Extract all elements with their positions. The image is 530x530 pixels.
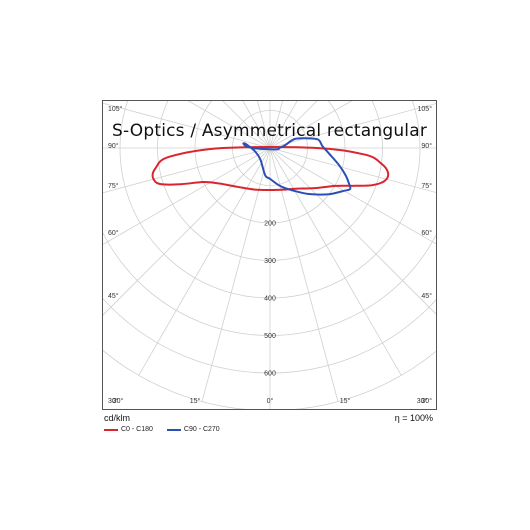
series-line-c0-c180: [151, 146, 390, 192]
radial-tick-label: 400: [264, 296, 276, 303]
grid-spoke: [222, 101, 271, 149]
angle-label-right: 105°: [418, 105, 433, 113]
angle-label-bottom: 30°: [113, 397, 124, 405]
legend-swatch-c90: [166, 428, 181, 431]
polar-diagram: 200 300 400 500 600 105° 90° 75° 60° 45° 30° 105° 90…: [103, 101, 436, 409]
angle-label-right: 45°: [421, 292, 432, 300]
efficiency-label: η = 100%: [394, 413, 433, 423]
angle-label-left: 75°: [108, 182, 119, 190]
angle-label-bottom: 15°: [340, 397, 351, 405]
angle-label-left: 90°: [108, 142, 119, 150]
grid-spoke: [269, 147, 436, 193]
grid-spoke: [187, 101, 271, 149]
legend: C0 - C180 C90 - C270: [104, 426, 234, 433]
legend-label-c0: C0 - C180: [121, 426, 153, 433]
radial-tick-label: 500: [264, 333, 276, 340]
grid-spoke: [269, 101, 318, 149]
grid-spoke: [269, 101, 298, 149]
angle-label-right: 30°: [421, 397, 432, 405]
angle-label-left: 60°: [108, 229, 119, 237]
angle-label-left: 45°: [108, 292, 119, 300]
radial-tick-label: 600: [264, 371, 276, 378]
grid-spoke: [242, 101, 271, 149]
angle-label-left: 30°: [108, 397, 119, 405]
legend-item-c0: C0 - C180: [104, 426, 153, 433]
grid-spoke: [269, 101, 353, 149]
angle-label-left: 105°: [108, 105, 123, 113]
angle-label-bottom: 0°: [267, 397, 274, 405]
grid-spoke: [269, 147, 436, 245]
grid-spoke: [103, 147, 271, 316]
angle-label-bottom: 30°: [417, 397, 428, 405]
grid-spoke: [138, 147, 271, 376]
angle-label-right: 75°: [421, 182, 432, 190]
legend-label-c90: C90 - C270: [183, 426, 220, 433]
grid-spoke: [269, 147, 436, 315]
legend-swatch-c0: [104, 428, 118, 431]
grid-spoke: [256, 101, 271, 149]
angle-label-bottom: 15°: [190, 397, 201, 405]
grid-spoke: [269, 147, 402, 376]
polar-chart-frame: 200 300 400 500 600 105° 90° 75° 60° 45° 30° 105° 90…: [102, 100, 437, 410]
series-line-c90-c270: [242, 137, 352, 196]
radial-tick-label: 300: [264, 258, 276, 265]
radial-tick-label: 200: [264, 221, 276, 228]
grid-spoke: [103, 147, 271, 245]
legend-item-c90: C90 - C270: [166, 426, 220, 433]
grid-spoke: [103, 102, 271, 149]
angle-label-right: 60°: [421, 229, 432, 237]
grid-spoke: [269, 103, 436, 149]
chart-title: S-Optics / Asymmetrical rectangular: [111, 121, 428, 141]
angle-label-right: 90°: [421, 142, 432, 150]
unit-label: cd/klm: [104, 413, 131, 423]
grid-spoke: [269, 101, 284, 149]
grid-spoke: [103, 147, 271, 194]
